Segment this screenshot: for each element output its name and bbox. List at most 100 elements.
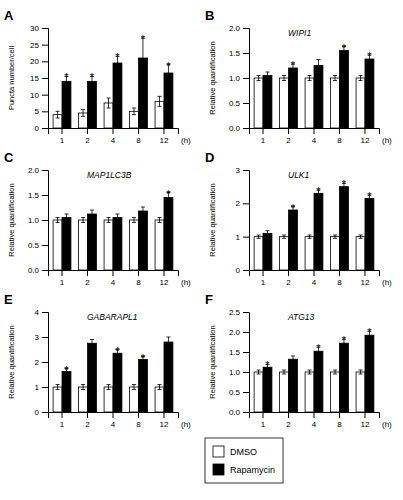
x-tick: 8	[136, 270, 141, 287]
error-bar-stem	[91, 340, 92, 348]
x-tick-mark	[364, 128, 365, 134]
error-bar-cap	[132, 217, 136, 218]
y-tick-label: 2.0	[28, 166, 40, 175]
y-tick: 2.0	[229, 328, 249, 337]
y-tick-label: 2	[236, 199, 241, 208]
panel-subtitle: GABARAPL1	[87, 312, 138, 322]
x-tick-label: 8	[337, 420, 342, 429]
error-bar-stem	[360, 235, 361, 238]
x-tick-label: 4	[312, 278, 317, 287]
y-axis-title: Relative quantification	[208, 325, 217, 398]
x-axis: 124812	[49, 270, 179, 287]
series-1	[62, 337, 173, 412]
panel-title: F	[205, 292, 213, 307]
bar	[331, 372, 340, 412]
panel: 0123124812(h)****Relative quantification…	[208, 166, 392, 287]
error-bar-cap	[56, 118, 60, 119]
error-bar-stem	[292, 356, 293, 362]
error-bar-cap	[282, 235, 286, 236]
y-tick-label: 5	[35, 107, 40, 116]
x-tick: 4	[111, 270, 116, 287]
x-axis-label: (h)	[382, 420, 392, 429]
x-tick-mark	[288, 128, 289, 134]
error-bar	[107, 218, 111, 223]
y-tick: 2.0	[229, 24, 249, 33]
x-tick-label: 8	[337, 278, 342, 287]
error-bar-cap	[107, 384, 111, 385]
annotation: *	[166, 188, 171, 200]
y-tick-mark	[42, 28, 48, 29]
y-tick-mark	[42, 45, 48, 46]
error-bar	[282, 235, 286, 238]
panel-title: D	[205, 150, 214, 165]
bar	[280, 237, 289, 270]
error-bar	[316, 60, 320, 72]
y-tick-label: 2	[35, 358, 40, 367]
error-bar	[166, 337, 170, 347]
x-tick-label: 4	[111, 136, 116, 145]
annotation: *	[64, 364, 69, 376]
x-tick: 12	[160, 270, 169, 287]
x-tick-label: 4	[312, 136, 317, 145]
y-tick-mark	[42, 245, 48, 246]
error-bar-cap	[166, 202, 170, 203]
x-tick-mark	[263, 412, 264, 418]
panel: 0.00.51.01.52.0124812(h)*Relative quanti…	[7, 166, 191, 287]
bar	[339, 51, 348, 129]
error-bar-cap	[342, 54, 346, 55]
error-bar-cap	[333, 370, 337, 371]
annotation: *	[64, 71, 69, 83]
x-tick-label: 4	[111, 278, 116, 287]
error-bar-cap	[115, 357, 119, 358]
annotation: *	[141, 33, 146, 45]
error-bar-stem	[267, 231, 268, 236]
bar	[113, 353, 122, 412]
error-bar	[282, 76, 286, 81]
x-axis-label: (h)	[181, 136, 191, 145]
error-bar-cap	[81, 217, 85, 218]
bar	[88, 343, 97, 412]
y-tick-label: 2.0	[229, 328, 241, 337]
series-1	[263, 183, 374, 270]
bar	[356, 372, 365, 412]
bar	[356, 78, 365, 128]
bar	[263, 367, 272, 412]
error-bar-cap	[107, 98, 111, 99]
y-tick: 10	[30, 91, 48, 100]
error-bar-cap	[359, 235, 363, 236]
bar	[130, 387, 139, 412]
x-tick-label: 4	[312, 420, 317, 429]
bar	[104, 387, 113, 412]
error-bar	[107, 385, 111, 390]
x-tick-label: 12	[361, 420, 370, 429]
y-axis-line	[243, 313, 250, 413]
error-bar-stem	[83, 385, 84, 390]
error-bar-cap	[359, 370, 363, 371]
y-tick: 1.0	[28, 216, 48, 225]
error-bar-cap	[316, 59, 320, 60]
bar	[155, 387, 164, 412]
x-tick-mark	[163, 412, 164, 418]
x-tick: 2	[85, 412, 90, 429]
plot-area	[254, 183, 374, 270]
error-bar	[81, 385, 85, 390]
error-bar-cap	[81, 384, 85, 385]
error-bar	[333, 235, 337, 238]
error-bar	[359, 370, 363, 374]
error-bar-stem	[83, 110, 84, 117]
x-tick: 8	[337, 412, 342, 429]
panel-subtitle: ATG13	[287, 312, 315, 322]
bar	[62, 218, 71, 271]
error-bar-cap	[333, 75, 337, 76]
x-tick-label: 1	[261, 420, 266, 429]
error-bar-cap	[90, 339, 94, 340]
x-tick-mark	[314, 412, 315, 418]
y-tick-mark	[243, 203, 249, 204]
x-tick-mark	[87, 270, 88, 276]
bar	[331, 78, 340, 128]
error-bar-cap	[257, 75, 261, 76]
error-bar-cap	[132, 114, 136, 115]
error-bar	[308, 76, 312, 81]
error-bar-cap	[115, 69, 119, 70]
x-tick-label: 4	[111, 420, 116, 429]
